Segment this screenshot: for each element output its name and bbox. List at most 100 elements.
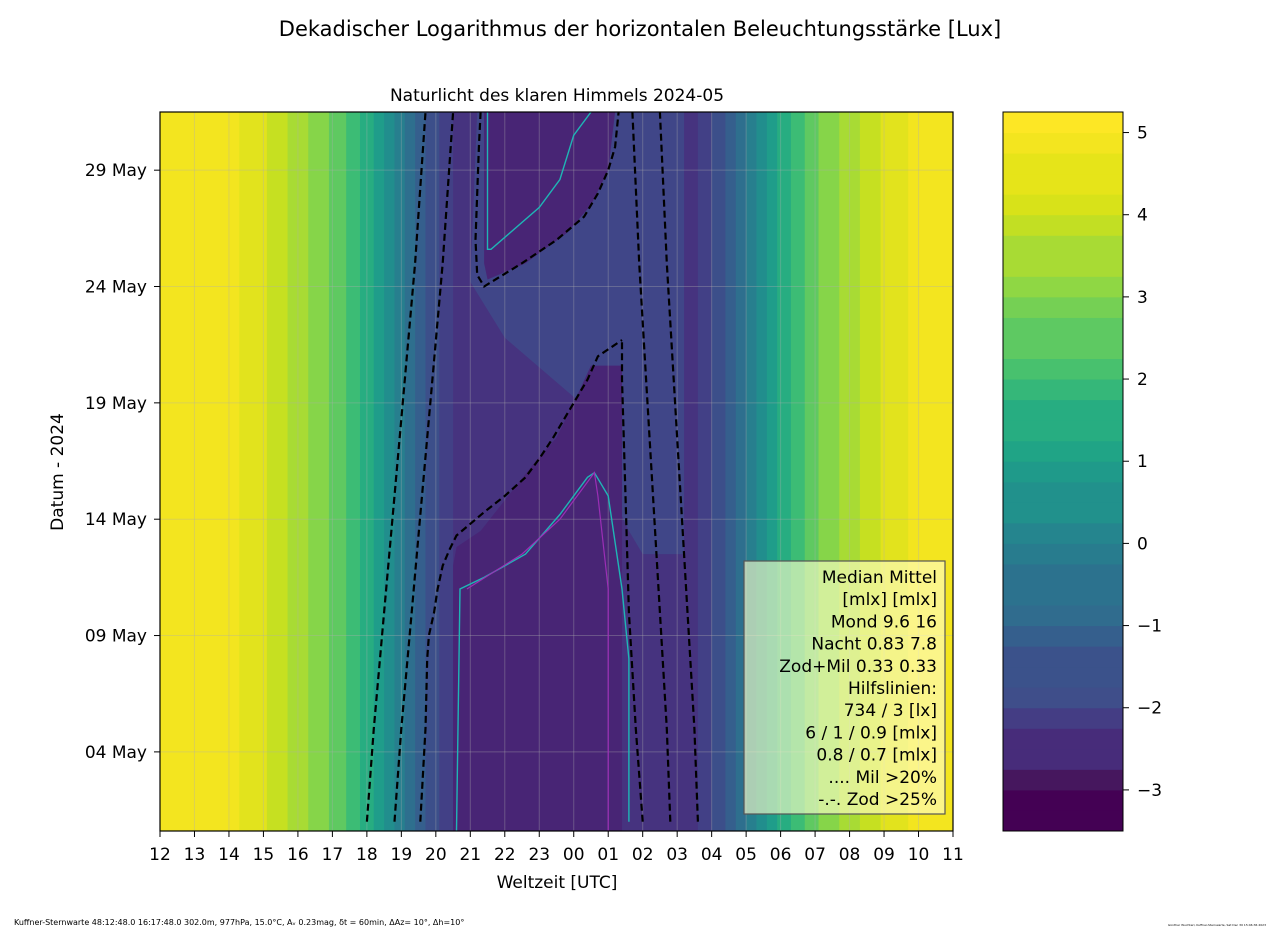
colorbar-band [1003, 173, 1123, 195]
x-tick-label: 18 [356, 845, 378, 865]
x-tick-label: 20 [425, 845, 447, 865]
footer-left: Kuffner-Sternwarte 48:12:48.0 16:17:48.0… [14, 918, 464, 927]
legend-box: Median Mittel [mlx] [mlx] Mond 9.6 16 Nac… [743, 560, 946, 815]
y-tick-label: 09 May [85, 627, 147, 647]
heatmap-bands [239, 112, 909, 831]
x-tick-label: 04 [701, 845, 723, 865]
colorbar-band [1003, 789, 1123, 811]
colorbar-band [1003, 707, 1123, 729]
colorbar-tick-label: −2 [1137, 699, 1162, 719]
colorbar-tick-label: −3 [1137, 781, 1162, 801]
colorbar-tick-label: 3 [1137, 288, 1148, 308]
colorbar-band [1003, 687, 1123, 709]
contour-sunrise_734lx [658, 112, 699, 822]
colorbar-band [1003, 810, 1123, 832]
plot-frame [159, 111, 954, 832]
colorbar-band [1003, 666, 1123, 688]
zodiacal-guide-upper [486, 112, 592, 250]
colorbar-band [1003, 543, 1123, 565]
x-tick-label: 06 [770, 845, 792, 865]
legend-line: Zod+Mil 0.33 0.33 [779, 657, 937, 677]
footer-right: Günther Wuchterl, Kuffner-Sternwarte, Sa… [1168, 923, 1266, 927]
dark-night-region-lower [453, 365, 623, 831]
colorbar-band [1003, 769, 1123, 791]
legend-background [743, 560, 946, 815]
legend-line: Nacht 0.83 7.8 [811, 635, 937, 655]
colorbar-band [1003, 358, 1123, 380]
colorbar-band [1003, 563, 1123, 585]
x-tick-label: 09 [873, 845, 895, 865]
contour-night_6mlx_right [620, 340, 644, 822]
legend-line: Median Mittel [822, 568, 937, 588]
chart-title: Naturlicht des klaren Himmels 2024-05 [390, 86, 724, 106]
colorbar-ticks: 5 4 3 2 1 0 −1 −2 −3 [1123, 124, 1162, 801]
contour-sunset_734lx [365, 112, 427, 822]
x-tick-label: 14 [218, 845, 240, 865]
x-tick-label: 05 [735, 845, 757, 865]
colorbar-band [1003, 132, 1123, 154]
colorbar-band [1003, 214, 1123, 236]
colorbar-band [1003, 337, 1123, 360]
y-tick-label: 14 May [85, 510, 147, 530]
colorbar-band [1003, 153, 1123, 175]
colorbar-bands [1003, 112, 1123, 832]
legend-line: -.-. Zod >25% [818, 790, 937, 810]
colorbar-band [1003, 605, 1123, 627]
y-tick-label: 24 May [85, 278, 147, 298]
legend-line: [mlx] [mlx] [842, 590, 937, 610]
legend-line: 6 / 1 / 0.9 [mlx] [805, 723, 937, 743]
legend-line: Mond 9.6 16 [831, 612, 937, 632]
x-axis-label: Weltzeit [UTC] [497, 873, 618, 893]
colorbar-band [1003, 502, 1123, 524]
legend-line: Hilfslinien: [848, 679, 937, 699]
contour-lines [365, 112, 699, 831]
colorbar-tick-label: 0 [1137, 534, 1148, 554]
grid [160, 112, 953, 831]
colorbar-band [1003, 255, 1123, 277]
colorbar-tick-label: 5 [1137, 124, 1148, 144]
colorbar-band [1003, 296, 1123, 318]
colorbar-band [1003, 625, 1123, 647]
colorbar-tick-label: 2 [1137, 370, 1148, 390]
legend-line: .... Mil >20% [828, 768, 937, 788]
x-tick-label: 01 [597, 845, 619, 865]
y-tick-label: 19 May [85, 394, 147, 414]
legend-line: 734 / 3 [lx] [844, 701, 937, 721]
legend-line: 0.8 / 0.7 [mlx] [816, 746, 937, 766]
colorbar-band [1003, 276, 1123, 298]
colorbar: 5 4 3 2 1 0 −1 −2 −3 [1002, 111, 1162, 832]
x-tick-label: 21 [459, 845, 481, 865]
colorbar-band [1003, 584, 1123, 606]
x-tick-label: 12 [149, 845, 171, 865]
contour-dawn_3lx [631, 112, 672, 822]
colorbar-tick-label: −1 [1137, 617, 1162, 637]
colorbar-band [1003, 748, 1123, 770]
x-tick-label: 22 [494, 845, 516, 865]
x-tick-label: 19 [391, 845, 413, 865]
y-tick-label: 29 May [85, 161, 147, 181]
x-tick-label: 15 [253, 845, 275, 865]
colorbar-tick-label: 1 [1137, 452, 1148, 472]
colorbar-frame [1002, 111, 1124, 832]
heatmap-area [160, 112, 953, 831]
y-tick-label: 04 May [85, 743, 147, 763]
colorbar-band [1003, 399, 1123, 421]
x-tick-label: 16 [287, 845, 309, 865]
legend-lines: Median Mittel [mlx] [mlx] Mond 9.6 16 Nac… [779, 568, 937, 810]
colorbar-band [1003, 522, 1123, 544]
dark-night-region-upper [484, 112, 616, 280]
x-tick-label: 07 [804, 845, 826, 865]
colorbar-band [1003, 379, 1123, 401]
y-axis-label: Datum - 2024 [48, 413, 68, 531]
colorbar-band [1003, 235, 1123, 257]
y-axis-ticks: 04 May 09 May 14 May 19 May 24 May 29 May [85, 161, 160, 763]
colorbar-band [1003, 481, 1123, 503]
colorbar-band [1003, 646, 1123, 668]
x-tick-label: 02 [632, 845, 654, 865]
zodiacal-guide-lower [455, 471, 630, 831]
x-tick-label: 03 [666, 845, 688, 865]
colorbar-band [1003, 728, 1123, 750]
x-axis-ticks: 12 13 14 15 16 17 18 19 20 21 22 23 00 01 02 03 04 05 06 07… [149, 831, 964, 865]
x-tick-label: 13 [184, 845, 206, 865]
